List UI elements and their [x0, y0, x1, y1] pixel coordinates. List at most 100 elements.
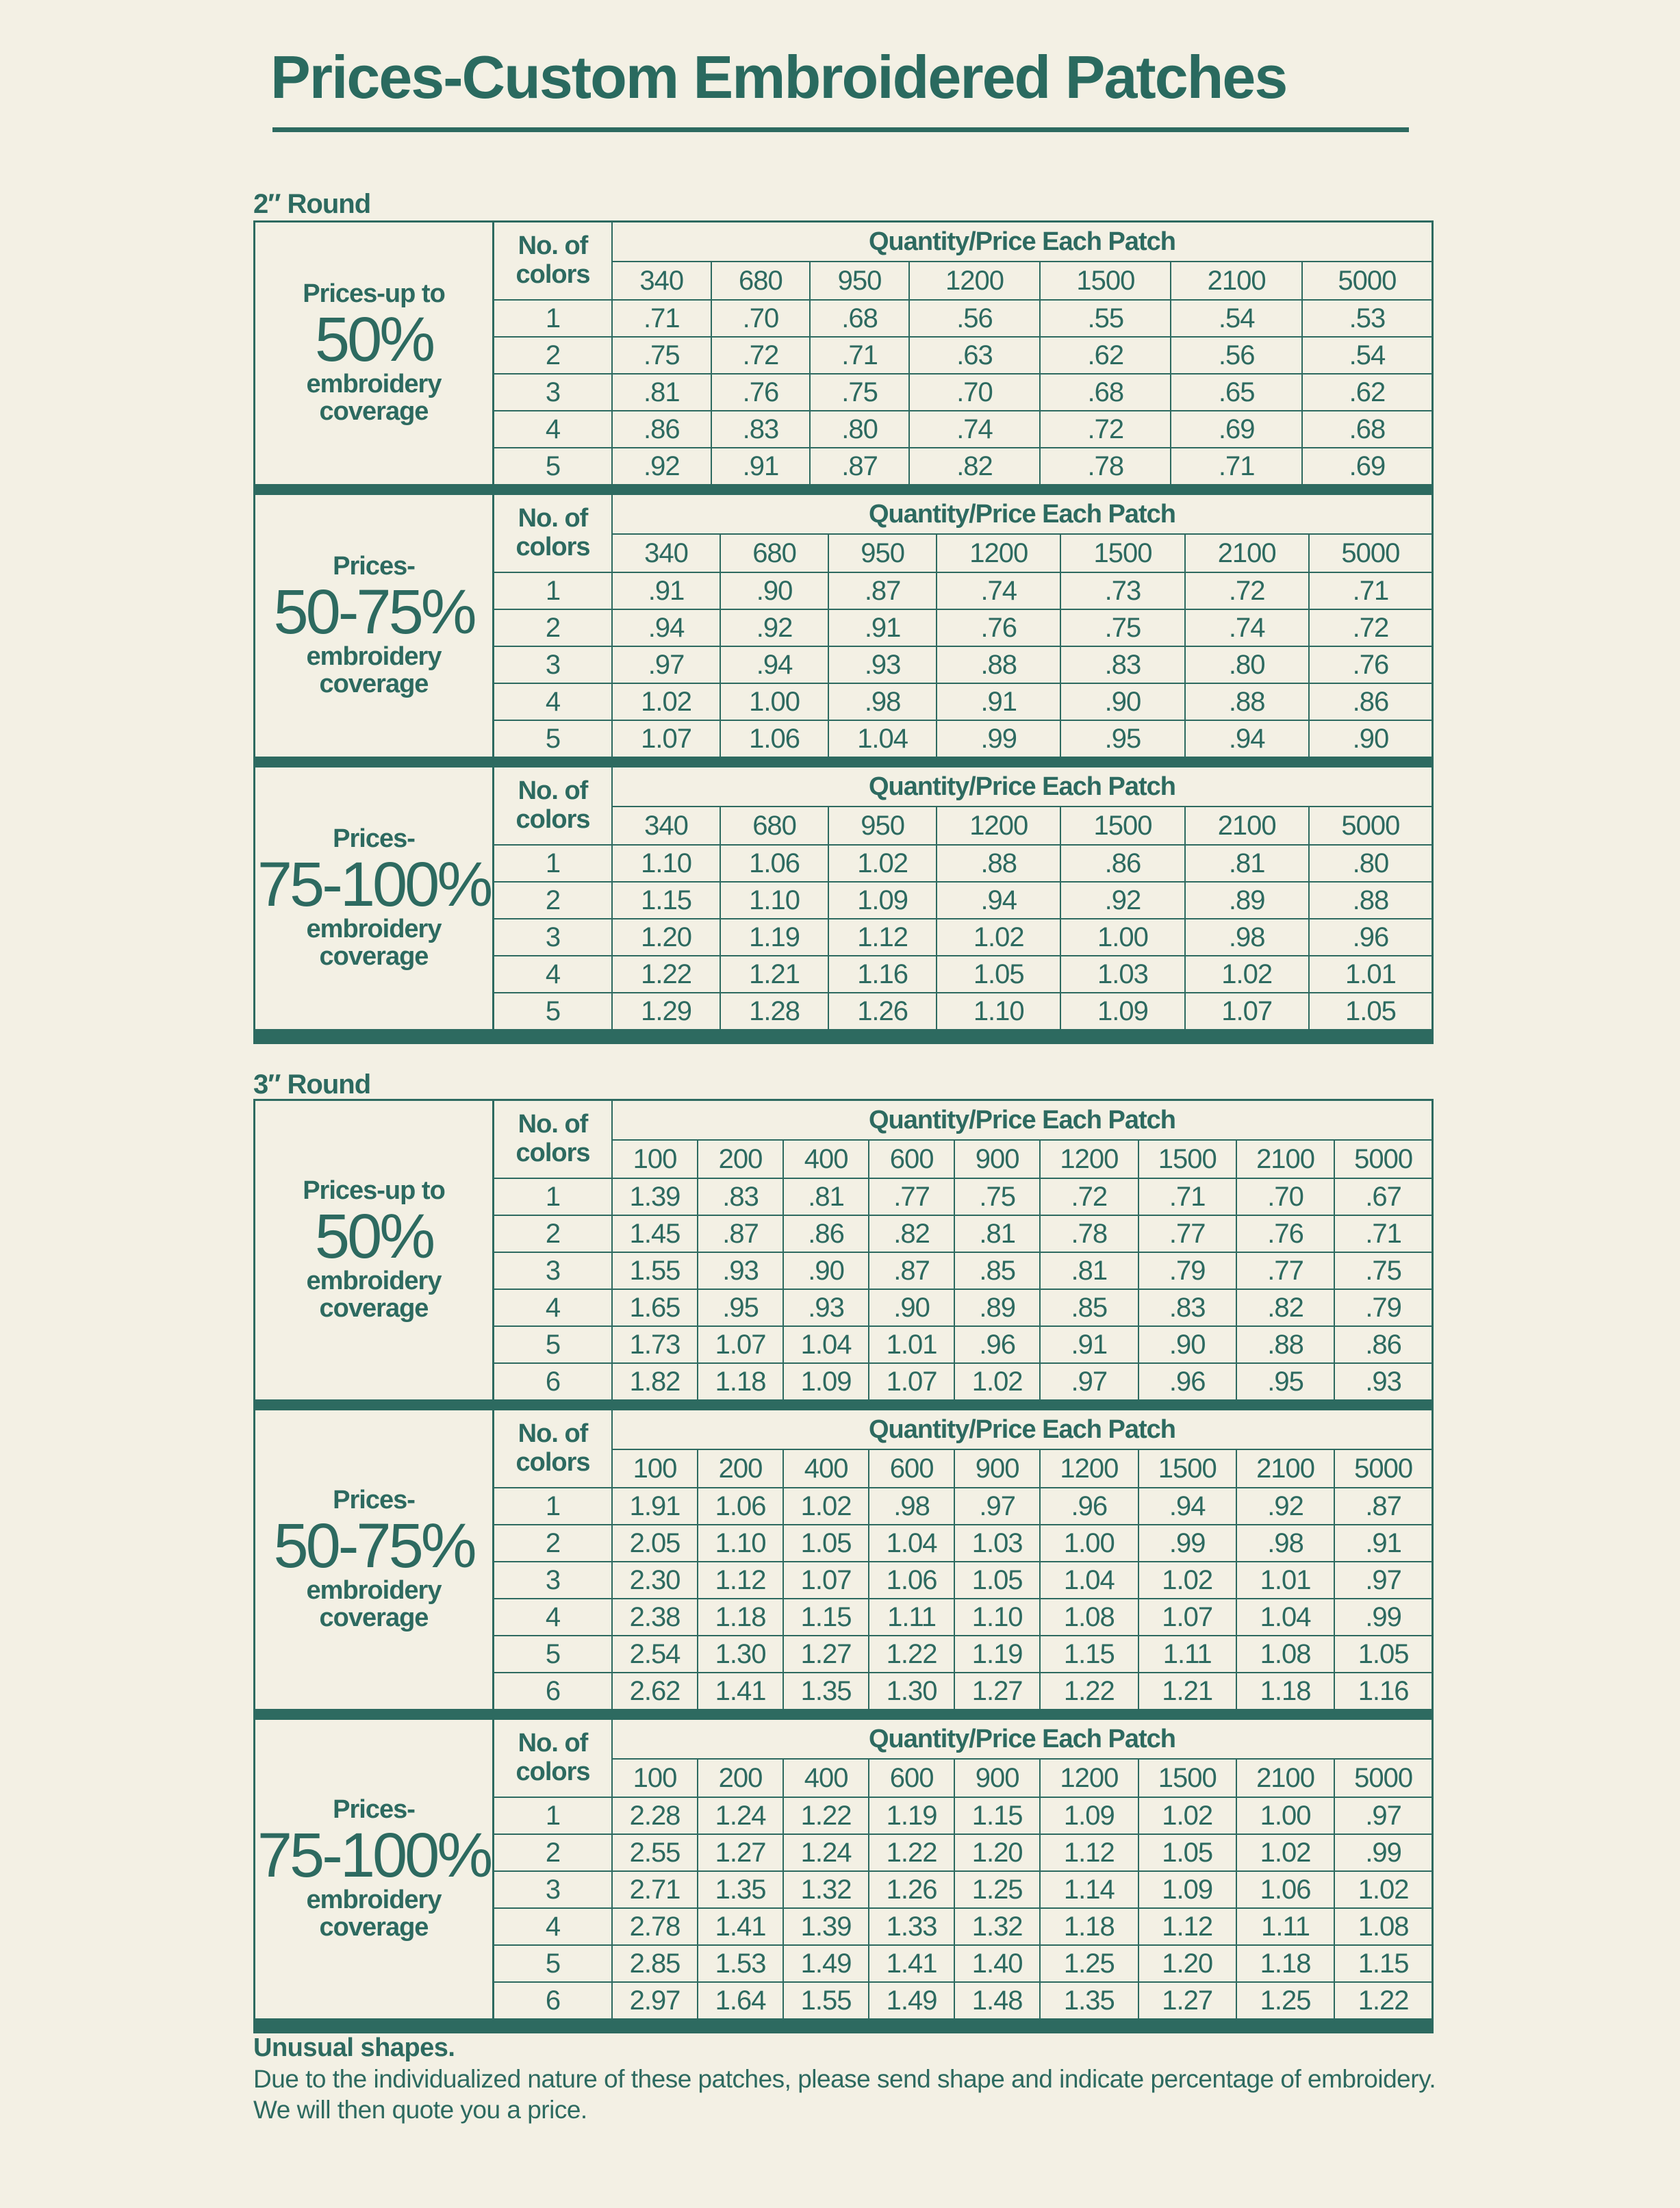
price-cell: .88 [1184, 683, 1310, 721]
price-cell: .93 [1334, 1362, 1431, 1399]
price-cell: 1.12 [697, 1561, 785, 1599]
price-cell: 1.15 [782, 1598, 870, 1636]
header-row: No. of colors Quantity/Price Each Patch [494, 495, 1431, 573]
price-cell: 1.10 [611, 844, 722, 883]
price-cell: .62 [1301, 373, 1431, 411]
price-cell: .92 [1060, 881, 1186, 919]
coverage-prefix: Prices- [333, 1795, 416, 1825]
coverage-percent: 75-100% [257, 850, 493, 920]
price-cell: 1.65 [611, 1289, 699, 1327]
price-cell: .87 [868, 1252, 956, 1290]
price-cell: .65 [1170, 373, 1303, 411]
price-table-2-inch-round: Prices-up to 50% embroidery coverage No. of c… [253, 220, 1434, 1044]
quantity-row: 340 680 950 1200 1500 2100 5000 [494, 261, 1431, 301]
color-count: 3 [494, 918, 613, 956]
price-cell: 1.04 [1039, 1561, 1139, 1599]
header-text: colors [516, 1757, 590, 1786]
price-cell: 1.19 [954, 1635, 1041, 1673]
price-cell: 1.06 [720, 720, 830, 757]
price-cell: 1.27 [954, 1672, 1041, 1709]
price-cell: .85 [1039, 1289, 1139, 1327]
price-cell: .94 [611, 609, 722, 647]
coverage-section: Prices- 75-100% embroidery coverage No. of co… [255, 767, 1431, 1044]
price-cell: 1.22 [868, 1833, 956, 1872]
price-cell: 1.19 [720, 918, 830, 956]
price-cell: 1.09 [828, 881, 938, 919]
coverage-word: coverage [319, 941, 429, 971]
price-cell: 1.07 [697, 1325, 785, 1364]
coverage-section: Prices- 75-100% embroidery coverage No. of co… [255, 1720, 1431, 2033]
price-cell: .54 [1170, 299, 1303, 338]
coverage-word: coverage [319, 396, 429, 426]
price-cell: 1.33 [868, 1907, 956, 1946]
price-cell: 1.14 [1039, 1870, 1139, 1909]
price-cell: .75 [954, 1178, 1041, 1216]
price-cell: .68 [1039, 373, 1172, 411]
quantity-header: 340 [611, 806, 722, 846]
price-cell: 1.35 [1039, 1981, 1139, 2018]
price-cell: .75 [1334, 1252, 1431, 1290]
price-cell: 1.09 [782, 1362, 870, 1399]
price-cell: 1.04 [868, 1524, 956, 1562]
quantity-header: 400 [782, 1139, 870, 1179]
price-cell: 1.16 [1334, 1672, 1431, 1709]
price-cell: 1.49 [868, 1981, 956, 2018]
color-count: 4 [494, 1907, 613, 1946]
quantity-header: 340 [611, 261, 712, 301]
table-row: 3.81.76.75.70.68.65.62 [494, 373, 1431, 411]
coverage-word: embroidery [306, 915, 442, 944]
table-row: 1 1.39.83.81.77.75.72.71.70.67 [494, 1178, 1431, 1216]
price-cell: .75 [611, 336, 712, 375]
price-cell: .85 [954, 1252, 1041, 1290]
price-cell: .81 [954, 1215, 1041, 1253]
price-cell: 1.25 [954, 1870, 1041, 1909]
price-cell: .86 [611, 410, 712, 448]
price-cell: .97 [954, 1487, 1041, 1525]
price-cell: .76 [1308, 646, 1431, 684]
price-cell: 1.18 [1039, 1907, 1139, 1946]
price-cell: .81 [1184, 844, 1310, 883]
coverage-word: coverage [319, 1603, 429, 1632]
price-cell: 1.41 [697, 1672, 785, 1709]
price-cell: 1.07 [1137, 1598, 1237, 1636]
price-cell: .90 [720, 572, 830, 610]
price-cell: 1.07 [868, 1362, 956, 1399]
price-cell: .71 [809, 336, 910, 375]
price-cell: 1.15 [1039, 1635, 1139, 1673]
price-cell: 2.30 [611, 1561, 699, 1599]
no-of-colors-header: No. of colors [494, 1720, 613, 1798]
price-cell: .82 [1235, 1289, 1336, 1327]
color-count: 3 [494, 646, 613, 684]
price-cell: .56 [908, 299, 1041, 338]
price-cell: .96 [1308, 918, 1431, 956]
color-count: 3 [494, 1561, 613, 1599]
price-cell: .53 [1301, 299, 1431, 338]
table-row: 2 2.05 1.10 1.05 1.04 1.03 1.00.99.98.91 [494, 1524, 1431, 1562]
header-row: No. of colors Quantity/Price Each Patch [494, 1410, 1431, 1488]
quantity-header: 5000 [1334, 1139, 1431, 1179]
price-cell: 1.48 [954, 1981, 1041, 2018]
price-grid: No. of colors Quantity/Price Each Patch 100… [494, 1101, 1431, 1399]
price-cell: .77 [1235, 1252, 1336, 1290]
color-count: 4 [494, 955, 613, 993]
quantity-price-header: Quantity/Price Each Patch [611, 495, 1431, 535]
price-cell: 1.03 [954, 1524, 1041, 1562]
quantity-header: 950 [828, 806, 938, 846]
price-cell: .74 [1184, 609, 1310, 647]
price-cell: 2.28 [611, 1797, 699, 1835]
price-cell: 1.08 [1235, 1635, 1336, 1673]
quantity-row: 100 200 400 600 900 1200 1500 2100 5000 [494, 1449, 1431, 1488]
price-cell: .86 [782, 1215, 870, 1253]
quantity-row: 100 200 400 600 900 1200 1500 2100 5000 [494, 1758, 1431, 1798]
table-row: 2 2.55 1.27 1.24 1.22 1.20 1.12 1.05 1.02.99 [494, 1833, 1431, 1872]
price-cell: .71 [1137, 1178, 1237, 1216]
price-cell: 1.22 [611, 955, 722, 993]
color-count: 2 [494, 609, 613, 647]
price-cell: 1.05 [782, 1524, 870, 1562]
price-cell: .76 [1235, 1215, 1336, 1253]
coverage-section: Prices-up to 50% embroidery coverage No. of c… [255, 1101, 1431, 1410]
quantity-header: 680 [710, 261, 811, 301]
quantity-header: 600 [868, 1758, 956, 1798]
price-cell: 1.07 [782, 1561, 870, 1599]
color-count: 6 [494, 1362, 613, 1399]
